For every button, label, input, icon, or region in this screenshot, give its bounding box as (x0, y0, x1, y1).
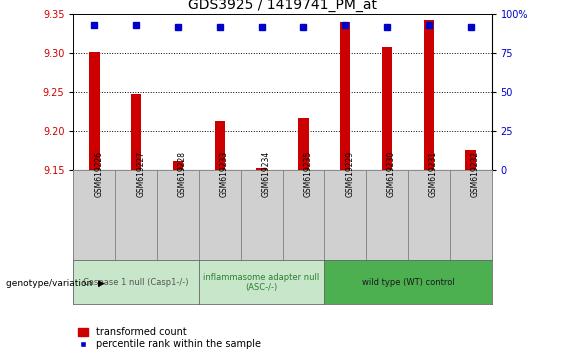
Text: GSM619232: GSM619232 (471, 150, 480, 196)
Bar (215, 121, 225, 170)
Text: GSM619226: GSM619226 (94, 150, 103, 196)
Text: inflammasome adapter null
(ASC-/-): inflammasome adapter null (ASC-/-) (203, 273, 320, 292)
Bar (466, 150, 476, 170)
Legend: transformed count, percentile rank within the sample: transformed count, percentile rank withi… (79, 327, 261, 349)
Bar (131, 93, 141, 170)
Text: GSM619234: GSM619234 (262, 150, 271, 197)
Text: GSM619235: GSM619235 (303, 150, 312, 197)
Bar (340, 22, 350, 170)
Bar (89, 52, 99, 170)
Bar (298, 118, 308, 170)
Text: GSM619229: GSM619229 (345, 150, 354, 196)
Text: Caspase 1 null (Casp1-/-): Caspase 1 null (Casp1-/-) (84, 278, 189, 287)
Text: genotype/variation  ▶: genotype/variation ▶ (6, 279, 105, 289)
Bar (173, 161, 183, 170)
Title: GDS3925 / 1419741_PM_at: GDS3925 / 1419741_PM_at (188, 0, 377, 12)
Text: wild type (WT) control: wild type (WT) control (362, 278, 454, 287)
Text: GSM619231: GSM619231 (429, 150, 438, 196)
Bar (257, 167, 267, 170)
Bar (424, 21, 434, 170)
Bar (382, 47, 392, 170)
Text: GSM619228: GSM619228 (178, 150, 187, 196)
Text: GSM619227: GSM619227 (136, 150, 145, 196)
Text: GSM619233: GSM619233 (220, 150, 229, 197)
Text: GSM619230: GSM619230 (387, 150, 396, 197)
